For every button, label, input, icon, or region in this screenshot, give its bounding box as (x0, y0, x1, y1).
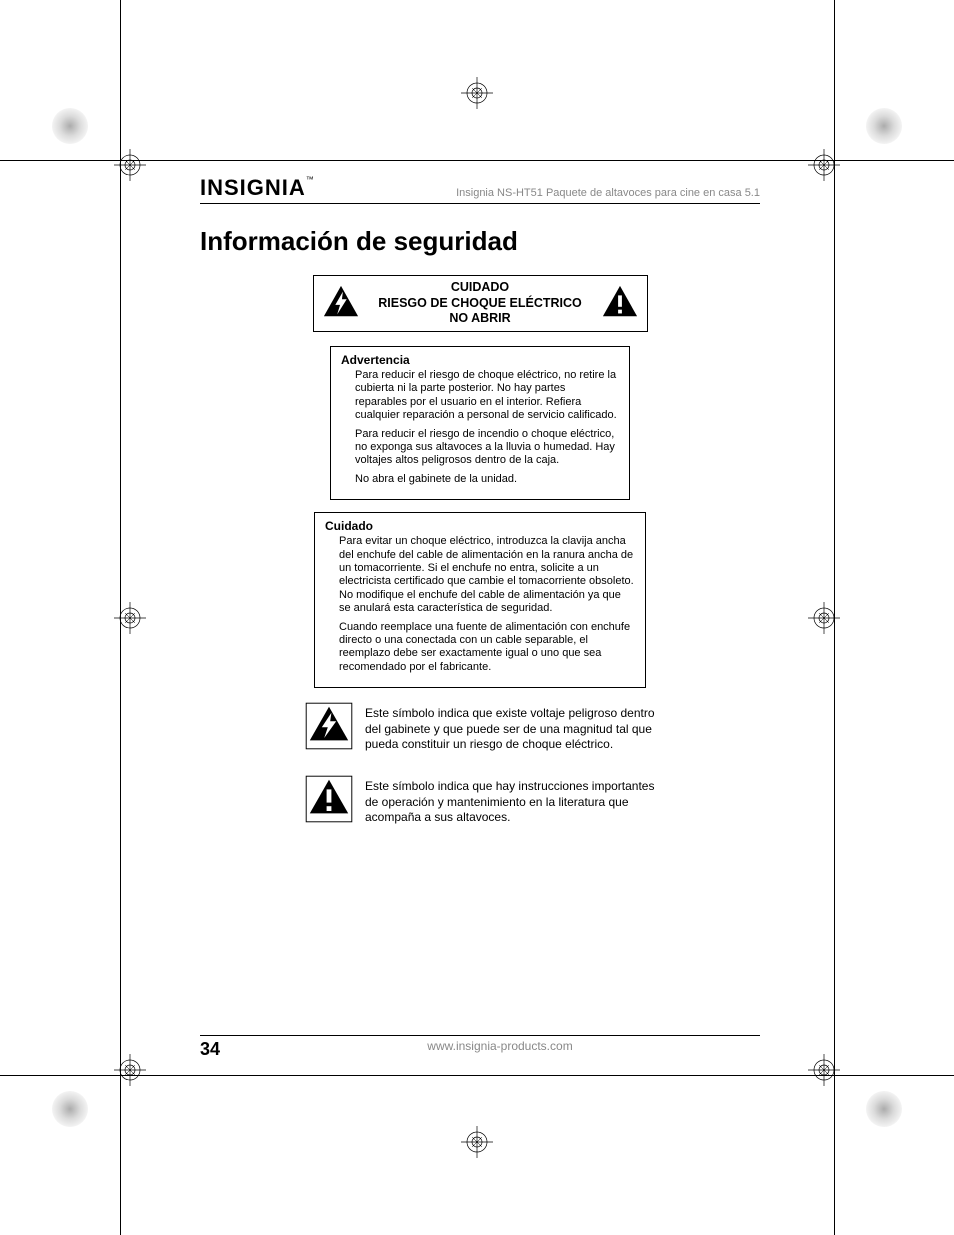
exclamation-triangle-icon (599, 284, 641, 322)
advertencia-p1: Para reducir el riesgo de choque eléctri… (355, 369, 619, 423)
registration-mark-icon (85, 573, 175, 663)
advertencia-p2: Para reducir el riesgo de incendio o cho… (355, 428, 619, 468)
registration-mark-icon (432, 1097, 522, 1187)
cuidado-p2: Cuando reemplace una fuente de alimentac… (339, 621, 635, 675)
advertencia-box: Advertencia Para reducir el riesgo de ch… (330, 346, 630, 500)
warning-line1: CUIDADO (362, 280, 599, 296)
warning-line3: NO ABRIR (362, 311, 599, 327)
page-header: INSIGNIA™ Insignia NS-HT51 Paquete de al… (200, 175, 760, 204)
logo-text: INSIGNIA (200, 175, 306, 200)
cuidado-p1: Para evitar un choque eléctrico, introdu… (339, 535, 635, 615)
advertencia-title: Advertencia (341, 353, 619, 367)
page-footer: 34 www.insignia-products.com (200, 1035, 760, 1060)
symbol-bolt-row: Este símbolo indica que existe voltaje p… (305, 702, 655, 753)
registration-mark-icon (85, 1025, 175, 1115)
logo-tm: ™ (306, 175, 315, 184)
symbol-bolt-text: Este símbolo indica que existe voltaje p… (365, 702, 655, 753)
crop-texture (52, 1091, 88, 1127)
page-body: INSIGNIA™ Insignia NS-HT51 Paquete de al… (200, 175, 760, 826)
registration-mark-icon (85, 120, 175, 210)
page-number: 34 (200, 1039, 240, 1060)
registration-mark-icon (779, 120, 869, 210)
warning-strip-text: CUIDADO RIESGO DE CHOQUE ELÉCTRICO NO AB… (362, 280, 599, 327)
symbol-excl-text: Este símbolo indica que hay instruccione… (365, 775, 655, 826)
registration-mark-icon (779, 573, 869, 663)
lightning-bolt-icon (305, 702, 365, 750)
section-title: Información de seguridad (200, 226, 760, 257)
header-subtitle: Insignia NS-HT51 Paquete de altavoces pa… (327, 187, 760, 201)
registration-mark-icon (779, 1025, 869, 1115)
warning-strip: CUIDADO RIESGO DE CHOQUE ELÉCTRICO NO AB… (313, 275, 648, 332)
brand-logo: INSIGNIA™ (200, 175, 315, 201)
advertencia-p3: No abra el gabinete de la unidad. (355, 473, 619, 486)
exclamation-triangle-icon (305, 775, 365, 823)
lightning-bolt-icon (320, 284, 362, 322)
crop-texture (866, 1091, 902, 1127)
crop-texture (866, 108, 902, 144)
registration-mark-icon (432, 48, 522, 138)
crop-texture (52, 108, 88, 144)
symbol-excl-row: Este símbolo indica que hay instruccione… (305, 775, 655, 826)
warning-line2: RIESGO DE CHOQUE ELÉCTRICO (362, 296, 599, 312)
cuidado-box: Cuidado Para evitar un choque eléctrico,… (314, 512, 646, 688)
footer-url: www.insignia-products.com (240, 1039, 760, 1053)
cuidado-title: Cuidado (325, 519, 635, 533)
